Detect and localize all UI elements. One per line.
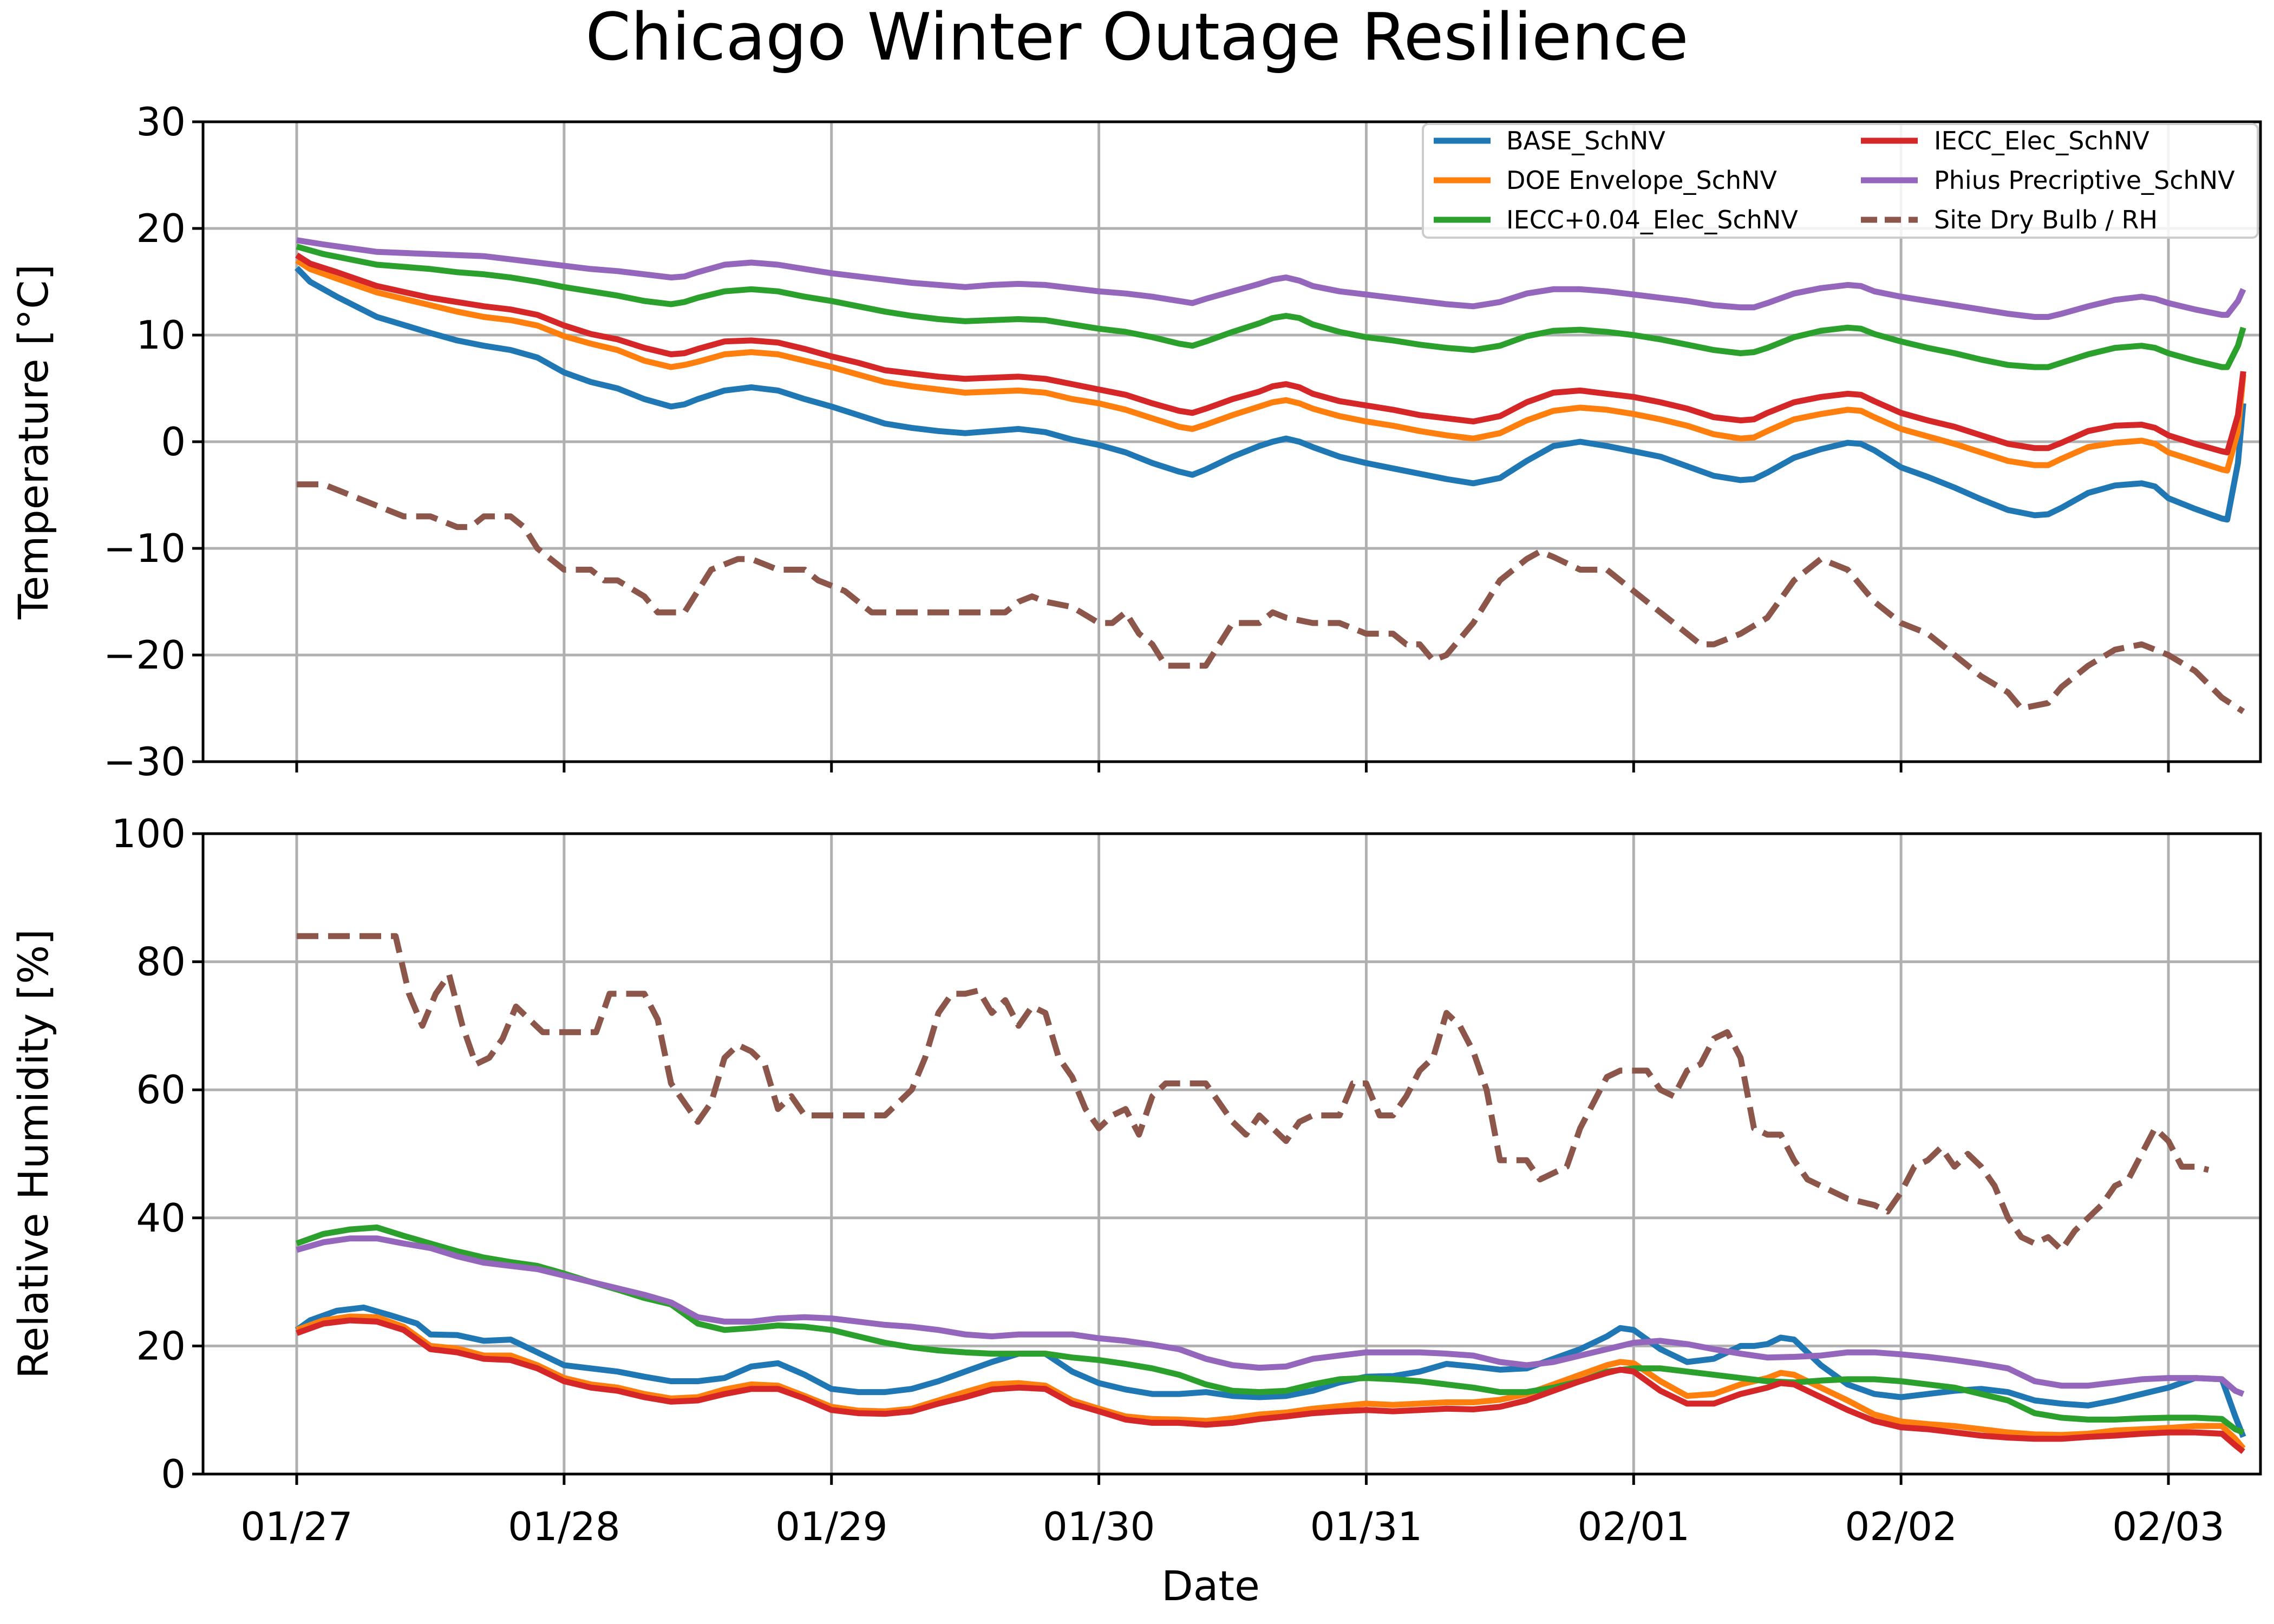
axes-frame bbox=[201, 832, 2262, 1476]
series-line bbox=[295, 258, 2246, 474]
x-tick-label: 02/03 bbox=[2112, 1504, 2225, 1549]
x-axis-label: Date bbox=[1161, 1562, 1260, 1610]
series-line bbox=[295, 266, 2246, 523]
series-line bbox=[297, 933, 2210, 1253]
legend-label: IECC_Elec_SchNV bbox=[1934, 126, 2149, 155]
y-axis-label: Relative Humidity [%] bbox=[9, 929, 57, 1379]
y-tick-label: 30 bbox=[136, 99, 186, 145]
x-tick-label: 02/01 bbox=[1578, 1504, 1690, 1549]
y-tick-label: 60 bbox=[136, 1067, 186, 1112]
series-line bbox=[295, 252, 2246, 456]
y-tick-label: 10 bbox=[136, 312, 186, 358]
series-group bbox=[295, 237, 2246, 715]
series-group bbox=[295, 933, 2246, 1454]
legend-box bbox=[1422, 123, 2259, 239]
y-tick-label: 20 bbox=[136, 206, 186, 251]
legend-label: DOE Envelope_SchNV bbox=[1506, 166, 1778, 195]
x-tick-label: 01/29 bbox=[775, 1504, 888, 1549]
y-tick-label: 100 bbox=[112, 811, 186, 856]
y-tick-label: 80 bbox=[136, 939, 186, 985]
y-tick-label: 20 bbox=[136, 1323, 186, 1368]
humidity-panel: 100 80 60 40 20 0 Relative Humidity [%] 01/27 01… bbox=[9, 811, 2262, 1549]
y-tick-label: 0 bbox=[161, 419, 186, 464]
legend-label: Phius Precriptive_SchNV bbox=[1934, 166, 2235, 195]
series-line bbox=[295, 1304, 2246, 1438]
chart-title: Chicago Winter Outage Resilience bbox=[585, 0, 1688, 75]
legend-label: IECC+0.04_Elec_SchNV bbox=[1506, 205, 1798, 234]
series-line bbox=[296, 1235, 2245, 1397]
series-line bbox=[296, 237, 2246, 320]
y-tick-label: 40 bbox=[136, 1195, 186, 1241]
series-line bbox=[296, 244, 2246, 370]
legend: BASE_SchNV IECC_Elec_SchNV DOE Envelope_Sc… bbox=[1422, 123, 2259, 239]
y-tick-label: −10 bbox=[103, 526, 186, 571]
series-line bbox=[296, 1317, 2245, 1454]
x-tick-label: 01/28 bbox=[508, 1504, 620, 1549]
y-axis-label: Temperature [°C] bbox=[9, 264, 57, 620]
legend-label: BASE_SchNV bbox=[1506, 126, 1665, 155]
x-tick-label: 01/27 bbox=[240, 1504, 353, 1549]
x-tick-label: 01/30 bbox=[1043, 1504, 1155, 1549]
y-tick-label: −20 bbox=[103, 632, 186, 678]
y-tick-label: −30 bbox=[103, 739, 186, 784]
y-tick-label: 0 bbox=[161, 1451, 186, 1497]
series-line bbox=[297, 481, 2245, 715]
series-line bbox=[296, 1313, 2246, 1451]
legend-label: Site Dry Bulb / RH bbox=[1934, 205, 2158, 234]
x-tick-label: 01/31 bbox=[1310, 1504, 1423, 1549]
x-tick-label: 02/02 bbox=[1845, 1504, 1957, 1549]
